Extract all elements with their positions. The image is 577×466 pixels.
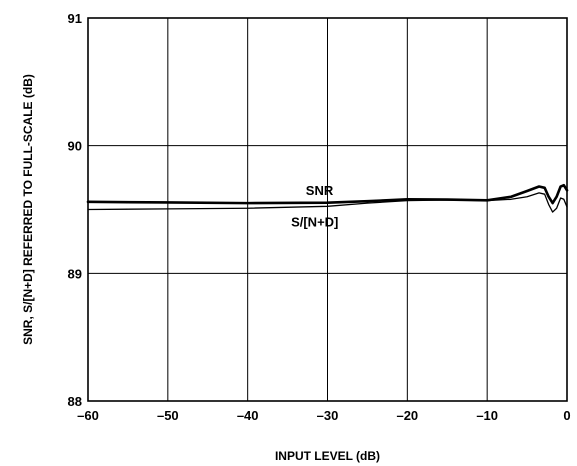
series-label-snd: S/[N+D] bbox=[291, 214, 338, 229]
x-tick-label: –20 bbox=[396, 408, 418, 423]
x-tick-label: 0 bbox=[563, 408, 570, 423]
plot-frame bbox=[87, 17, 568, 402]
x-tick-label: –40 bbox=[237, 408, 259, 423]
series-label-snr: SNR bbox=[306, 183, 334, 198]
y-tick-label: 89 bbox=[68, 266, 82, 281]
y-tick-label: 91 bbox=[68, 11, 82, 26]
series-line-1 bbox=[87, 192, 568, 213]
x-axis-title: INPUT LEVEL (dB) bbox=[275, 449, 380, 463]
y-axis-title: SNR, S/[N+D] REFERRED TO FULL-SCALE (dB) bbox=[21, 74, 35, 345]
series-lines bbox=[86, 183, 569, 213]
x-tick-labels: –60 –50 –40 –30 –20 –10 0 bbox=[77, 408, 570, 423]
x-tick-label: –30 bbox=[317, 408, 339, 423]
x-tick-label: –50 bbox=[157, 408, 179, 423]
series-line-0 bbox=[86, 183, 569, 205]
grid bbox=[88, 18, 567, 401]
y-tick-label: 90 bbox=[68, 139, 82, 154]
y-tick-labels: 88 89 90 91 bbox=[68, 11, 82, 409]
y-tick-label: 88 bbox=[68, 394, 82, 409]
x-tick-label: –60 bbox=[77, 408, 99, 423]
x-tick-label: –10 bbox=[476, 408, 498, 423]
